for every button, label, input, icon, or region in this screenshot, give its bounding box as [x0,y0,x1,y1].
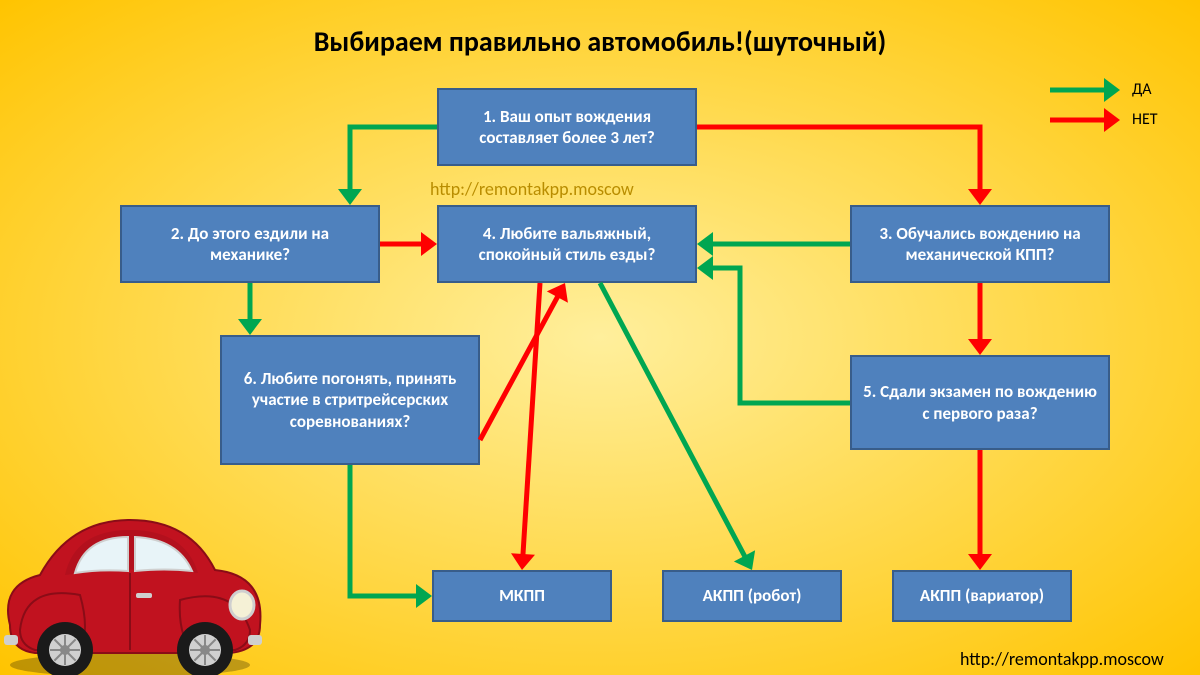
title: Выбираем правильно автомобиль!(шуточный) [0,24,1200,59]
node-q1: 1. Ваш опыт вождения составляет более 3 … [437,88,697,166]
node-result-var: АКПП (вариатор) [892,570,1072,622]
node-result-robot: АКПП (робот) [662,570,842,622]
legend-no-label: НЕТ [1132,110,1157,129]
node-q3: 3. Обучались вождению на механической КП… [850,205,1110,283]
node-q5: 5. Сдали экзамен по вождению с первого р… [850,355,1110,450]
car-illustration [0,465,280,675]
node-q4: 4. Любите вальяжный, спокойный стиль езд… [437,205,697,283]
diagram-canvas: Выбираем правильно автомобиль!(шуточный)… [0,0,1200,675]
legend-yes-label: ДА [1132,80,1152,99]
watermark-link-center: http://remontakpp.moscow [430,178,634,200]
watermark-link-corner: http://remontakpp.moscow [960,648,1164,670]
node-q6: 6. Любите погонять, принять участие в ст… [220,335,480,465]
node-result-mkpp: МКПП [432,570,612,622]
node-q2: 2. До этого ездили на механике? [120,205,380,283]
